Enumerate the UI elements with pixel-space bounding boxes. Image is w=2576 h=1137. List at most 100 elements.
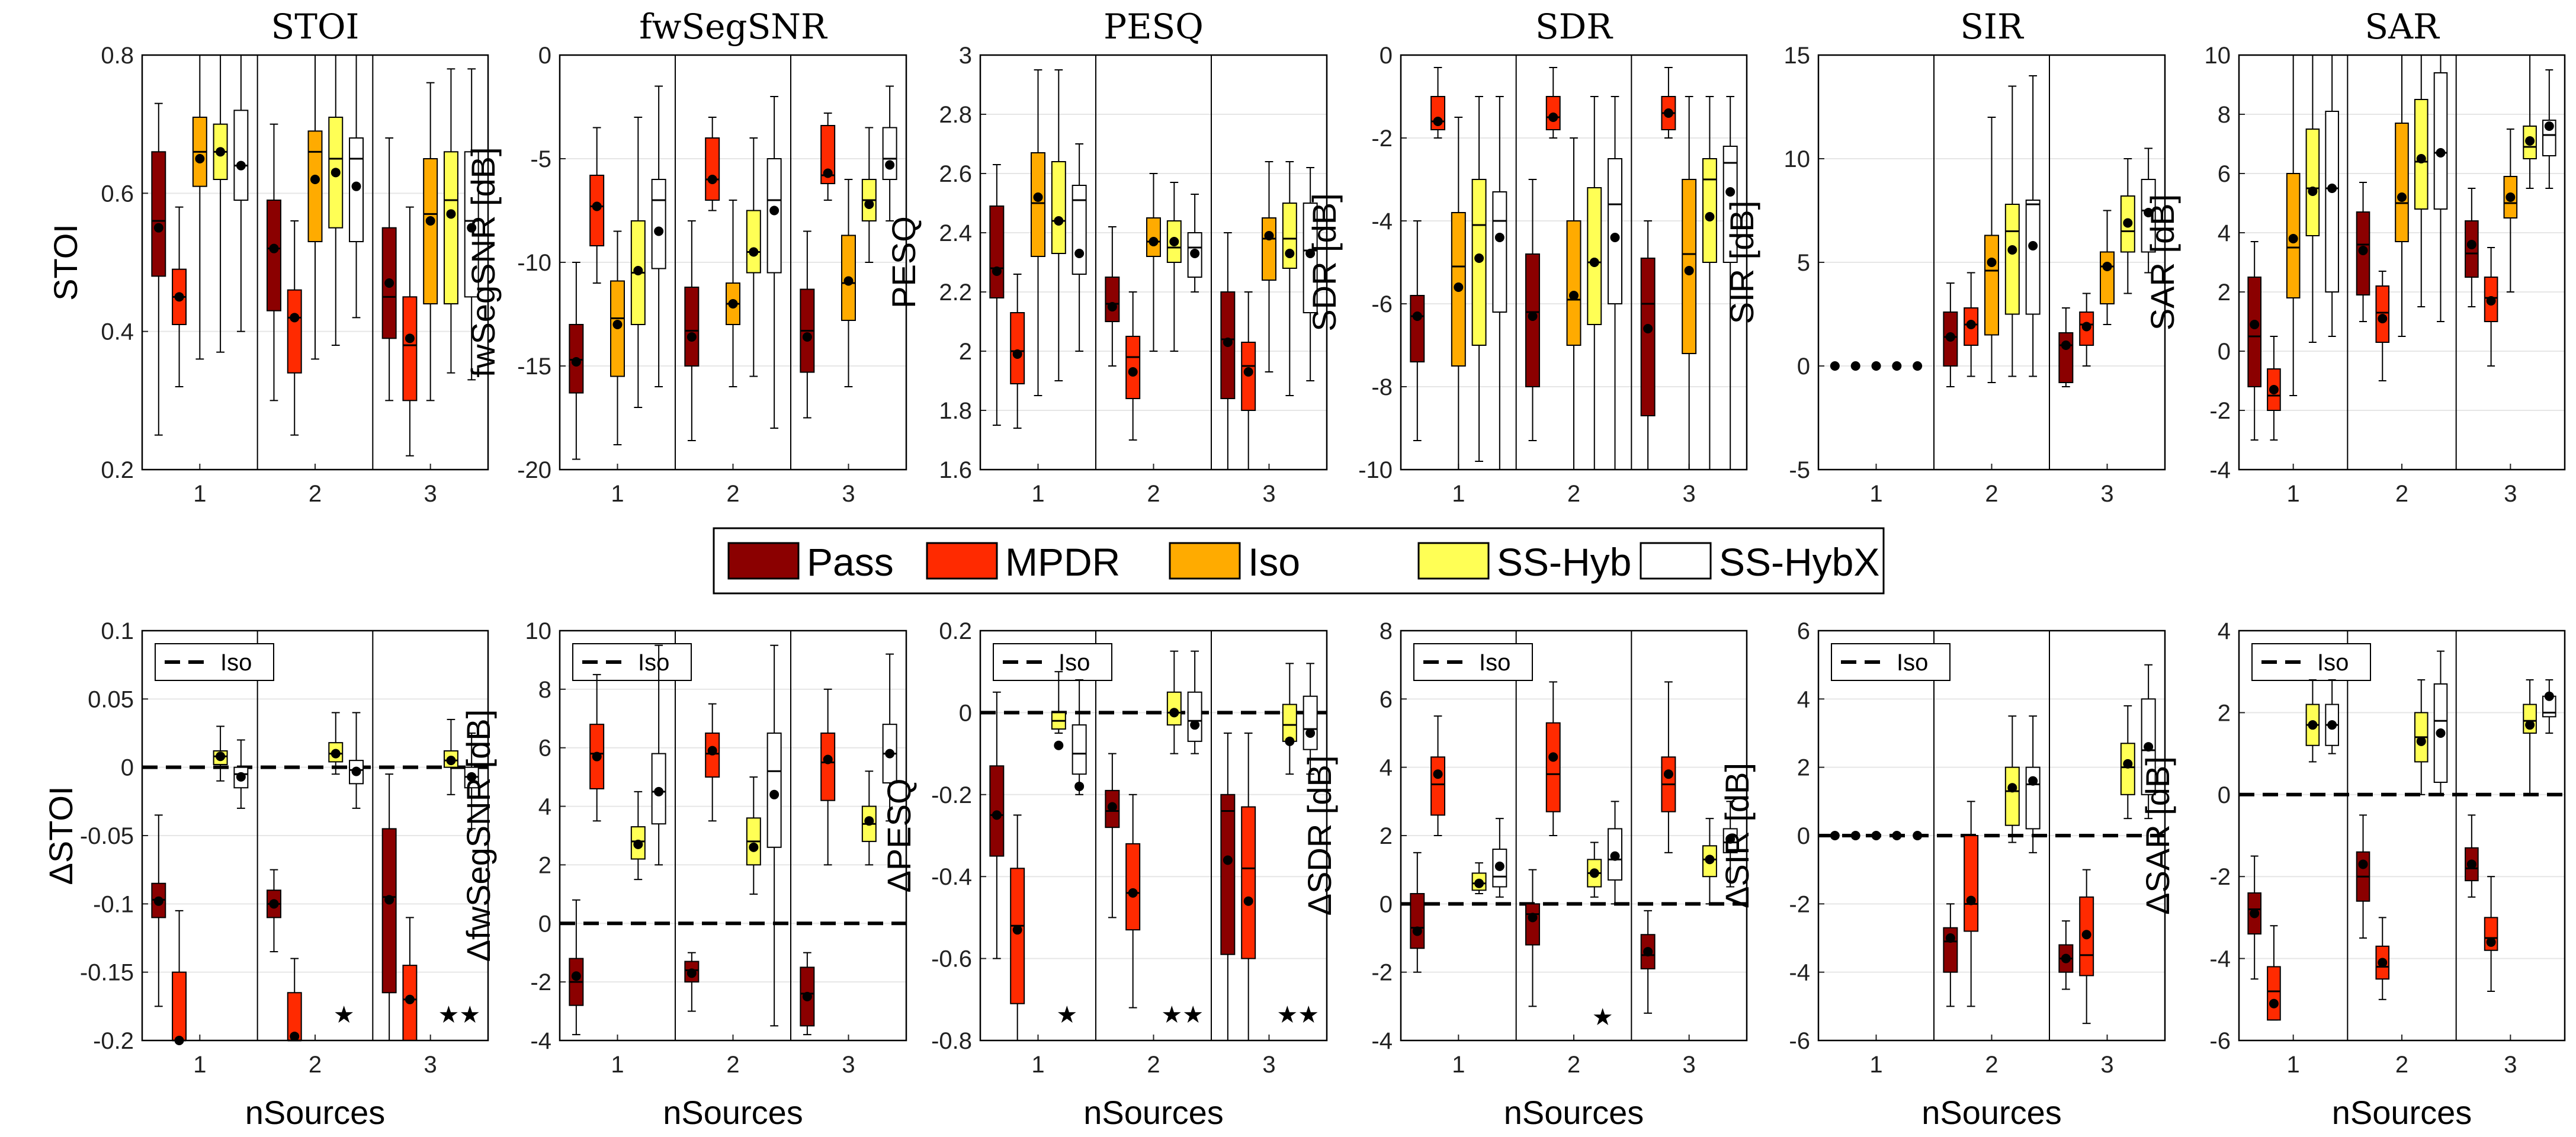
x-axis-label: nSources [1504,1094,1644,1131]
mean-marker [2397,192,2407,202]
inset-legend-label: Iso [220,650,252,676]
mean-marker [749,842,759,852]
subplot-title: PESQ [1103,7,1204,47]
box-ss-hyb-n1 [1471,862,1487,895]
box-mpdr-n1 [2267,925,2281,1021]
box-pass-n1 [989,164,1005,426]
box-mpdr-n3 [1661,681,1676,853]
mean-marker [216,147,226,157]
mean-marker [1107,302,1117,311]
mean-marker [686,332,697,342]
mean-marker [2466,859,2476,869]
box-ss-hyb-n1 [630,791,646,881]
y-tick-label: 4 [1380,755,1393,781]
mean-marker [1033,192,1043,202]
mean-marker [1149,237,1159,246]
box-mpdr-n3 [2079,293,2094,367]
inset-legend-label: Iso [1058,650,1090,676]
mean-marker [384,895,394,905]
box-iqr [1010,312,1025,384]
axes-frame [141,629,489,1042]
y-axis-label: ΔSAR [dB] [2139,756,2176,915]
box-ss-hybx-n3 [2141,664,2156,820]
box-ss-hybx-n2 [2025,715,2041,853]
box-ss-hyb-n2 [328,712,344,775]
axes-frame [141,54,489,471]
legend-label: MPDR [1005,540,1120,584]
x-axis-label: nSources [663,1094,803,1131]
box-iso-n1 [1451,117,1466,470]
box-mpdr-n1 [2267,336,2281,441]
y-tick-label: 0 [2218,339,2231,365]
y-tick-label: -2 [530,969,551,995]
mean-marker [592,751,602,762]
mean-marker [2544,691,2554,701]
box-ss-hyb-n2 [1587,841,1602,898]
box-iqr [2247,277,2261,387]
box-ss-hybx-n2 [2433,650,2448,795]
mean-marker [1012,349,1022,359]
box-iqr [172,971,187,1041]
box-mpdr-n1 [1010,274,1025,429]
box-mpdr-n2 [287,220,302,436]
mean-marker [1705,212,1715,221]
mean-marker [1892,831,1902,840]
mean-marker [1305,728,1316,738]
mean-marker [1871,361,1881,371]
box-ss-hybx-n2 [1187,194,1202,293]
box-ss-hybx-n3 [882,653,897,822]
box-pass-n3 [2058,307,2074,387]
mean-marker [2061,341,2071,350]
x-axis-label: nSources [2332,1094,2472,1131]
mean-marker [1548,752,1558,762]
box-pass-n2 [684,952,700,1012]
box-pass-n2 [2356,814,2370,939]
mean-marker [686,968,697,978]
box-ss-hybx-n3 [464,733,479,830]
x-tick-label: 1 [611,481,624,507]
mean-marker [2436,148,2446,158]
box-ss-hybx-n3 [2542,69,2556,189]
y-tick-label: 2 [1380,823,1393,849]
mean-marker [2506,192,2516,202]
mean-marker [1412,311,1422,321]
mean-marker [153,223,163,233]
box-iso-n1 [610,230,625,445]
mean-marker [749,247,759,257]
y-tick-label: 8 [538,677,551,703]
x-tick-label: 3 [424,1052,437,1078]
box-ss-hybx-n3 [882,85,897,221]
box-pass-n2 [1943,903,1958,1007]
mean-marker [1589,868,1599,878]
mean-marker [571,357,581,367]
mean-marker [1589,258,1599,267]
mean-marker [2466,240,2476,249]
mean-marker [1850,361,1860,371]
box-ss-hyb-n2 [2414,54,2429,307]
mean-marker [1012,925,1022,935]
mean-marker [1433,117,1443,126]
box-ss-hybx-n3 [1303,663,1318,775]
box-pass-n1 [1410,852,1425,973]
mean-marker [2525,136,2535,146]
inset-legend: Iso [155,643,274,681]
subplot-title: fwSegSNR [639,7,828,47]
mean-marker [864,816,874,826]
mean-marker [1705,855,1715,865]
box-iso-n2 [1566,137,1581,470]
mean-marker [269,243,279,253]
axes-frame [1817,54,2166,471]
box-ss-hybx-n3 [464,68,479,381]
box-iqr [2120,743,2135,795]
box-ss-hybx-n2 [349,54,364,319]
mean-marker [1610,233,1620,242]
x-tick-label: 2 [1985,1052,1998,1078]
box-iqr [1410,295,1425,362]
y-tick-label: 2 [2218,700,2231,726]
mean-marker [2358,859,2368,869]
box-mpdr-n2 [1545,67,1561,139]
mean-marker [405,333,415,343]
mean-marker [2525,720,2535,730]
subplot-title: STOI [271,7,360,47]
